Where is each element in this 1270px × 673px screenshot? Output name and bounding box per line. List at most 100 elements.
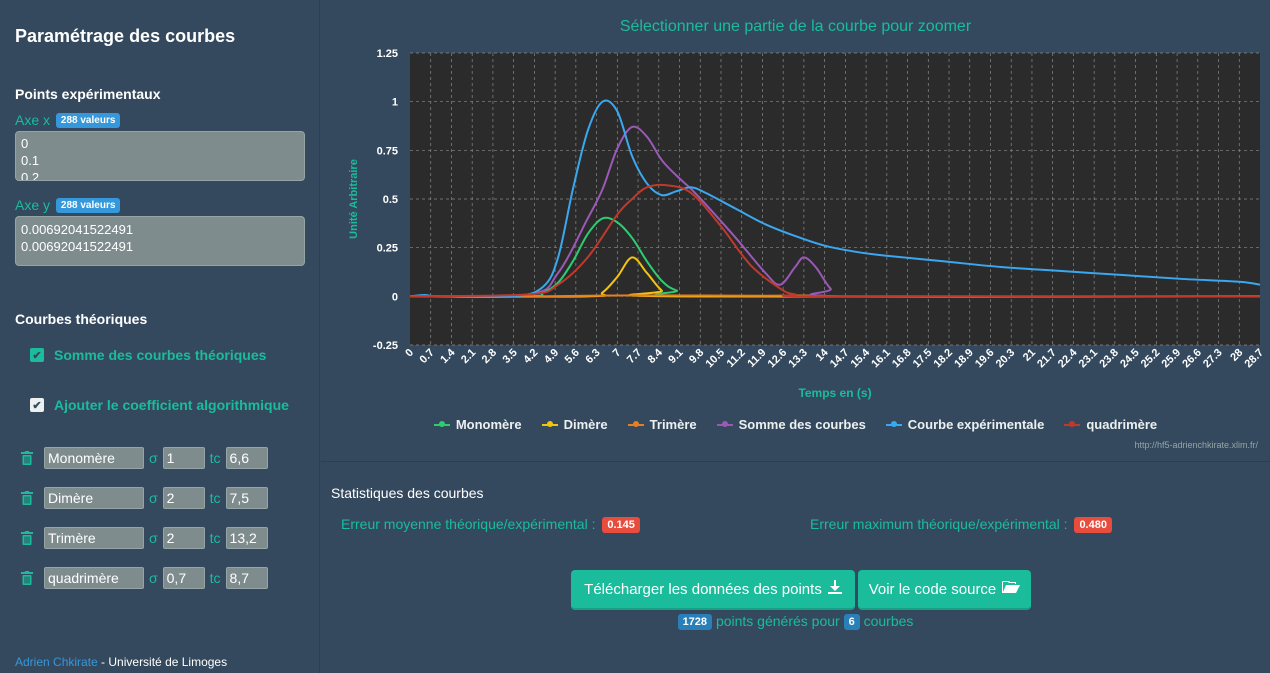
- curve-name-input[interactable]: Dimère: [44, 487, 144, 509]
- legend-item[interactable]: quadrimère: [1064, 417, 1157, 432]
- x-tick-label: 11.2: [725, 347, 748, 370]
- download-icon: [827, 580, 842, 598]
- legend-label: Courbe expérimentale: [907, 417, 1045, 432]
- trash-icon[interactable]: [20, 491, 34, 505]
- max-error: Erreur maximum théorique/expérimental : …: [810, 516, 1112, 533]
- y-axis-label: Unité Arbitraire: [348, 159, 360, 239]
- axis-x-line: 0.1: [21, 153, 40, 168]
- x-tick-label: 4.2: [521, 347, 540, 366]
- legend-item[interactable]: Courbe expérimentale: [885, 417, 1045, 432]
- axis-x-line: 0.2: [21, 170, 40, 181]
- curves-text: courbes: [863, 613, 914, 629]
- tc-input[interactable]: 6,6: [225, 447, 268, 469]
- x-tick-label: 14.7: [828, 347, 852, 371]
- x-tick-label: 1.4: [438, 346, 458, 366]
- sigma-input[interactable]: 2: [162, 487, 205, 509]
- x-tick-label: 15.4: [849, 346, 873, 370]
- points-count-badge: 1728: [677, 614, 713, 630]
- sigma-label: σ: [149, 570, 158, 586]
- legend-swatch: [885, 420, 902, 427]
- download-button-label: Télécharger les données des points: [584, 580, 822, 598]
- legend-swatch: [433, 420, 450, 427]
- sum-curves-checkbox[interactable]: ✔ Somme des courbes théoriques: [30, 347, 266, 363]
- legend-label: quadrimère: [1086, 417, 1158, 432]
- axis-x-label: Axe x 288 valeurs: [15, 112, 121, 128]
- tc-input[interactable]: 13,2: [225, 527, 268, 549]
- x-tick-label: 21.7: [1035, 347, 1059, 371]
- y-tick-label: 1.25: [377, 48, 398, 60]
- algorithmic-coef-checkbox[interactable]: ✔ Ajouter le coefficient algorithmique: [30, 397, 289, 413]
- axis-y-line: 0.00692041522491: [21, 222, 134, 237]
- sidebar: Paramétrage des courbes Points expérimen…: [0, 0, 320, 673]
- x-tick-label: 28.7: [1242, 347, 1266, 371]
- tc-label: tc: [209, 570, 221, 586]
- x-tick-label: 2.1: [459, 347, 478, 366]
- x-tick-label: 0: [403, 347, 416, 360]
- footer: Adrien Chkirate - Université de Limoges: [15, 655, 227, 669]
- series-line-courbe-experimentale: [409, 99, 1261, 299]
- legend-item[interactable]: Somme des courbes: [716, 417, 866, 432]
- axis-y-label-text: Axe y: [15, 197, 51, 213]
- tc-label: tc: [209, 450, 221, 466]
- legend-item[interactable]: Trimère: [627, 417, 697, 432]
- x-tick-label: 26.6: [1180, 347, 1204, 371]
- axis-x-line: 0: [21, 136, 29, 151]
- trash-icon[interactable]: [20, 451, 34, 465]
- y-tick-label: 0.75: [377, 145, 398, 157]
- axis-y-textarea[interactable]: 0.00692041522491 0.00692041522491: [15, 216, 305, 266]
- axis-x-count-badge: 288 valeurs: [55, 113, 121, 128]
- curve-name-input[interactable]: Monomère: [44, 447, 144, 469]
- points-heading: Points expérimentaux: [15, 86, 161, 102]
- x-tick-label: 10.5: [703, 347, 727, 371]
- sigma-input[interactable]: 0,7: [162, 567, 205, 589]
- sidebar-title: Paramétrage des courbes: [15, 26, 236, 46]
- x-tick-label: 3.5: [500, 347, 519, 366]
- x-tick-label: 0.7: [418, 347, 437, 366]
- x-tick-label: 7.7: [625, 347, 644, 366]
- max-error-label: Erreur maximum théorique/expérimental :: [810, 516, 1068, 532]
- sigma-input[interactable]: 1: [162, 447, 205, 469]
- x-tick-label: 2.8: [480, 347, 499, 366]
- chart[interactable]: 0 0.7 1.4 2.1 2.8 3.5 4.2 4.9 5.6 6.3 7 7.7 8.4 9.1 9.…: [321, 0, 1270, 462]
- y-tick-label: 1: [392, 97, 398, 109]
- generation-summary: 1728 points générés pour 6 courbes: [321, 613, 1270, 630]
- x-tick-label: 23.1: [1077, 347, 1101, 371]
- footer-org: - Université de Limoges: [97, 655, 228, 669]
- tc-input[interactable]: 8,7: [225, 567, 268, 589]
- checkbox-checked-icon[interactable]: ✔: [30, 398, 44, 412]
- x-tick-label: 25.9: [1160, 347, 1184, 371]
- y-tick-label: 0.5: [383, 194, 398, 206]
- curve-name-input[interactable]: quadrimère: [44, 567, 144, 589]
- tc-input[interactable]: 7,5: [225, 487, 268, 509]
- x-tick-label: 6.3: [583, 347, 602, 366]
- x-tick-label: 5.6: [563, 347, 582, 366]
- mean-error: Erreur moyenne théorique/expérimental : …: [341, 516, 640, 533]
- sigma-label: σ: [149, 530, 158, 546]
- trash-icon[interactable]: [20, 531, 34, 545]
- points-text: points générés pour: [715, 613, 840, 629]
- y-tick-label: 0: [392, 291, 398, 303]
- source-code-button[interactable]: Voir le code source: [858, 570, 1031, 610]
- mean-error-label: Erreur moyenne théorique/expérimental :: [341, 516, 596, 532]
- axis-x-textarea[interactable]: 0 0.1 0.2: [15, 131, 305, 181]
- y-tick-label: 0.25: [377, 243, 398, 255]
- legend-item[interactable]: Dimère: [541, 417, 608, 432]
- tc-label: tc: [209, 490, 221, 506]
- x-axis-label: Temps en (s): [798, 386, 871, 400]
- curve-name-input[interactable]: Trimère: [44, 527, 144, 549]
- legend-swatch: [541, 420, 558, 427]
- sigma-input[interactable]: 2: [162, 527, 205, 549]
- stats-title: Statistiques des courbes: [331, 485, 484, 501]
- axis-x-label-text: Axe x: [15, 112, 51, 128]
- trash-icon[interactable]: [20, 571, 34, 585]
- legend-item[interactable]: Monomère: [433, 417, 522, 432]
- author-link[interactable]: Adrien Chkirate: [15, 655, 98, 669]
- x-tick-label: 4.9: [542, 347, 561, 366]
- x-tick-label: 16.1: [869, 347, 893, 371]
- legend-label: Dimère: [563, 417, 608, 432]
- download-button[interactable]: Télécharger les données des points: [571, 570, 855, 610]
- legend-swatch: [627, 420, 644, 427]
- sigma-label: σ: [149, 450, 158, 466]
- folder-open-icon: [1002, 580, 1021, 598]
- checkbox-checked-icon[interactable]: ✔: [30, 348, 44, 362]
